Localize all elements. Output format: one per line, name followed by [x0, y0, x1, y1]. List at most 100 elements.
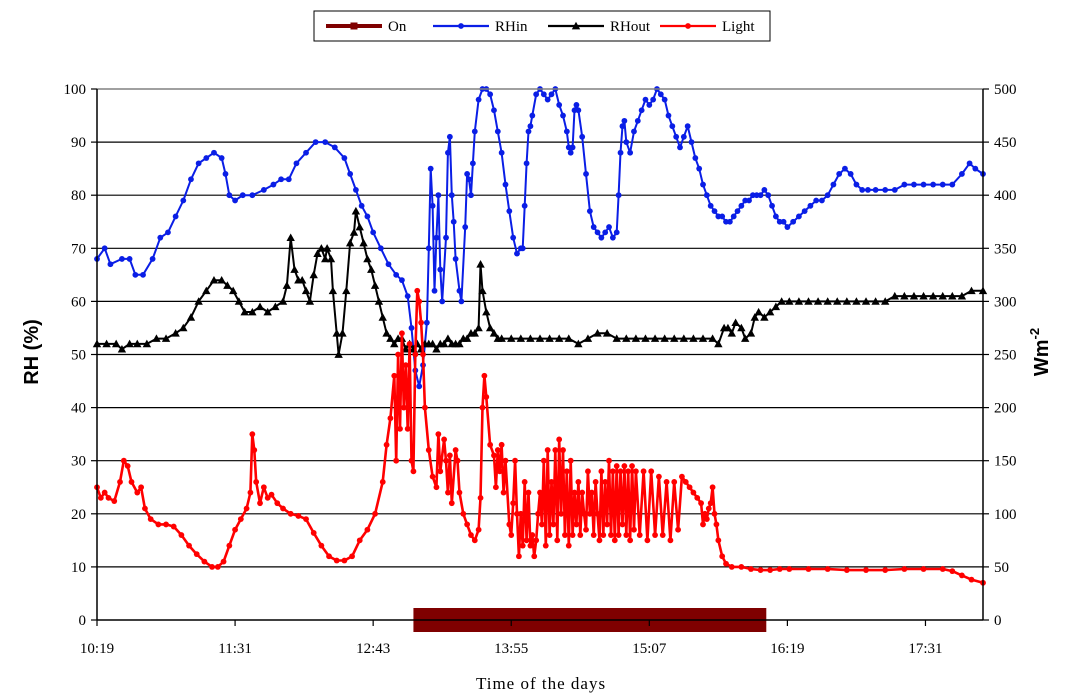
right-tick-label-350: 350: [994, 241, 1017, 257]
series-light-point-108: [523, 537, 530, 544]
series-rhin-point-58: [448, 192, 455, 199]
series-rhin-point-94: [560, 112, 566, 119]
series-rhin-point-138: [707, 202, 714, 209]
left-tick-label-50: 50: [71, 348, 86, 364]
series-rhin-point-173: [872, 186, 879, 193]
series-light-point-161: [625, 468, 632, 475]
series-light-point-204: [863, 567, 869, 573]
series-rhin-point-111: [613, 229, 620, 236]
series-rhin-point-133: [688, 139, 695, 146]
series-rhout-point-26: [286, 233, 295, 242]
series-rhout-point-136: [928, 291, 938, 300]
series-rhout-point-53: [382, 329, 391, 337]
series-rhout-point-131: [880, 297, 890, 305]
series-light-point-70: [429, 473, 436, 480]
series-rhout-point-54: [386, 334, 395, 342]
legend-label-light: Light: [722, 19, 755, 35]
series-rhin-point-182: [959, 171, 965, 177]
series-light-point-7: [124, 463, 131, 469]
series-light-point-107: [521, 479, 528, 485]
series-rhout-point-118: [765, 307, 775, 316]
series-light-point-201: [805, 566, 812, 572]
series-rhout-point-135: [919, 291, 928, 300]
series-rhin-point-42: [408, 325, 415, 331]
series-rhin-point-160: [795, 213, 802, 220]
series-rhout-point-72: [455, 339, 464, 348]
series-rhin-point-15: [211, 149, 217, 156]
series-rhin-point-163: [813, 197, 820, 204]
series-light-point-131: [567, 457, 574, 464]
series-rhin-point-105: [590, 224, 597, 230]
series-light-point-86: [475, 526, 482, 533]
series-light-point-153: [609, 468, 616, 475]
series-rhout-point-116: [754, 307, 763, 316]
series-rhin-point-82: [521, 202, 528, 209]
series-light-point-170: [652, 532, 658, 538]
series-rhout-point-29: [297, 275, 307, 284]
series-light-point-205: [882, 567, 889, 573]
series-rhin-point-87: [533, 91, 540, 98]
series-light-point-53: [393, 457, 400, 464]
series-rhout-point-48: [363, 254, 372, 263]
series-rhout-point-1: [102, 339, 111, 348]
series-rhin-point-155: [772, 213, 779, 220]
right-tick-label-0: 0: [994, 613, 1002, 629]
series-rhin-point-152: [761, 186, 768, 193]
legend-marker-on: [350, 22, 358, 30]
series-light-point-110: [527, 542, 534, 549]
series-rhout-point-87: [526, 334, 535, 342]
series-rhout-point-74: [462, 334, 472, 342]
series-light-point-179: [686, 484, 693, 491]
right-tick-label-200: 200: [994, 401, 1017, 417]
series-rhin-point-161: [801, 208, 808, 215]
series-rhout-point-105: [698, 334, 708, 342]
series-rhin-point-25: [285, 176, 292, 183]
series-rhin-point-72: [487, 91, 494, 98]
series-rhin-point-110: [609, 234, 616, 241]
series-light-point-143: [590, 532, 597, 538]
series-rhout-point-89: [545, 334, 554, 342]
series-rhin-point-59: [450, 218, 457, 225]
series-rhin-point-17: [222, 171, 229, 177]
series-light-point-112: [531, 553, 538, 560]
series-light-point-100: [508, 532, 515, 538]
series-rhin-point-93: [556, 102, 563, 108]
left-y-axis-title: RH (%): [21, 319, 43, 385]
series-light-point-90: [483, 394, 490, 400]
series-light-point-3: [105, 494, 112, 501]
series-light-point-208: [939, 566, 946, 572]
series-light-point-138: [581, 510, 588, 517]
series-light-point-49: [379, 479, 386, 485]
x-axis-ticks: 10:19 11:31 12:43 13:55 15:07 16:19 17:31: [80, 620, 943, 657]
series-rhout-point-27: [290, 265, 299, 273]
series-rhin-point-26: [293, 160, 300, 167]
series-light-point-88: [479, 404, 486, 411]
series-light-point-66: [418, 319, 424, 326]
series-rhout-point-51: [374, 297, 384, 305]
series-rhin-point-40: [399, 277, 405, 284]
series-light-point-118: [542, 542, 549, 549]
series-rhout-point-9: [171, 329, 180, 337]
series-rhout-point-134: [909, 291, 919, 300]
series-rhin-point-136: [700, 181, 706, 188]
series-rhin-point-66: [468, 192, 474, 199]
series-rhin-point-108: [602, 229, 609, 236]
series-rhout-point-115: [750, 313, 759, 321]
series-rhin: [94, 86, 986, 390]
series-light-point-2: [101, 489, 108, 496]
series-rhin-point-158: [784, 224, 791, 230]
series-rhin-point-159: [790, 218, 797, 225]
series-rhin-point-146: [738, 202, 745, 209]
series-rhout-point-101: [660, 334, 669, 342]
series-light-point-128: [562, 532, 568, 538]
series-light-point-202: [824, 566, 831, 572]
series-light-point-196: [748, 566, 754, 572]
series-light-point-39: [303, 516, 309, 523]
series-light-point-62: [410, 468, 417, 475]
series-rhout-point-80: [482, 307, 491, 316]
series-rhin-point-167: [836, 171, 843, 177]
series-rhout-point-102: [670, 334, 679, 342]
series-rhin-point-38: [385, 261, 392, 268]
series-rhout-point-37: [326, 254, 336, 263]
series-rhin-point-23: [270, 181, 277, 188]
